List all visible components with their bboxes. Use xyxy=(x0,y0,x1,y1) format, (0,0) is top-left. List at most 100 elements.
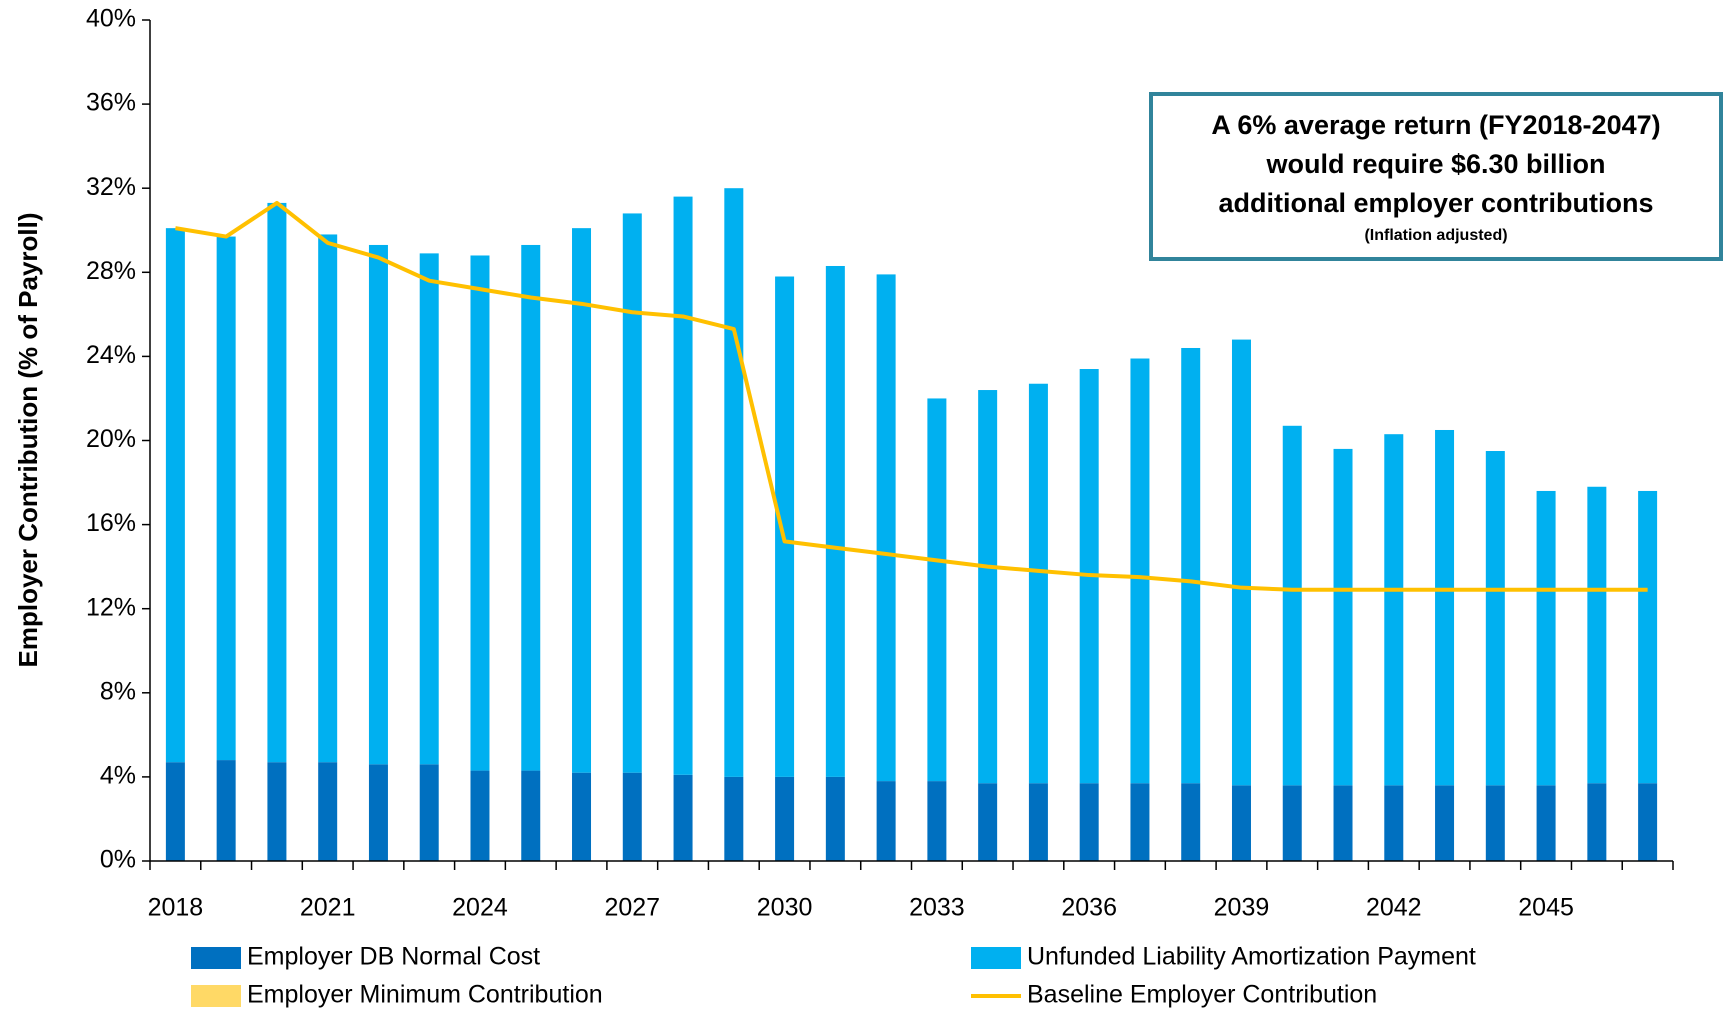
annotation-box xyxy=(1149,92,1723,261)
bar-segment xyxy=(1638,490,1658,784)
legend-item: Unfunded Liability Amortization Payment xyxy=(971,943,1476,971)
bar-segment xyxy=(1536,490,1556,786)
bar-segment xyxy=(1384,434,1404,786)
bar-segment xyxy=(1485,785,1505,861)
bar-segment xyxy=(825,265,845,777)
legend-swatch xyxy=(191,947,241,969)
y-tick-label: 12% xyxy=(86,593,136,621)
bar-segment xyxy=(1282,785,1302,861)
bar-segment xyxy=(521,244,541,771)
bar-segment xyxy=(1435,785,1455,861)
bar-segment xyxy=(1130,783,1150,861)
x-tick-label: 2042 xyxy=(1366,894,1422,922)
legend-label: Employer DB Normal Cost xyxy=(247,943,540,971)
bar-segment xyxy=(978,390,998,784)
legend-label: Unfunded Liability Amortization Payment xyxy=(1027,943,1476,971)
bar-segment xyxy=(673,196,693,775)
x-tick-label: 2030 xyxy=(757,894,813,922)
bar-segment xyxy=(825,776,845,861)
y-tick-label: 40% xyxy=(86,5,136,33)
bar-segment xyxy=(1231,339,1251,786)
bar-segment xyxy=(1079,783,1099,861)
y-tick-label: 16% xyxy=(86,509,136,537)
bar-segment xyxy=(1282,425,1302,786)
bar-segment xyxy=(419,253,439,765)
bar-segment xyxy=(470,255,490,771)
y-tick-label: 4% xyxy=(100,762,136,790)
annotation: A 6% average return (FY2018-2047) would … xyxy=(1149,92,1723,261)
y-tick-label: 8% xyxy=(100,677,136,705)
bar-segment xyxy=(1587,486,1607,784)
bar-segment xyxy=(1181,347,1201,784)
bar-segment xyxy=(470,770,490,861)
bar-segment xyxy=(216,760,236,861)
bar-segment xyxy=(1587,783,1607,861)
legend-swatch xyxy=(971,947,1021,969)
bar-segment xyxy=(724,188,744,777)
bar-segment xyxy=(978,783,998,861)
bar-segment xyxy=(927,398,947,782)
legend-label: Baseline Employer Contribution xyxy=(1027,981,1377,1009)
x-tick-label: 2039 xyxy=(1214,894,1270,922)
bar-segment xyxy=(1028,383,1048,784)
bar-segment xyxy=(1536,785,1556,861)
bar-segment xyxy=(876,781,896,861)
bar-segment xyxy=(521,770,541,861)
bars xyxy=(165,188,1658,861)
bar-segment xyxy=(1028,783,1048,861)
bar-segment xyxy=(368,244,388,765)
bar-segment xyxy=(876,274,896,782)
legend-item: Baseline Employer Contribution xyxy=(971,981,1377,1009)
bar-segment xyxy=(724,776,744,861)
x-tick-label: 2024 xyxy=(452,894,508,922)
x-tick-label: 2018 xyxy=(148,894,204,922)
bar-segment xyxy=(1333,448,1353,786)
y-tick-label: 20% xyxy=(86,425,136,453)
y-tick-label: 24% xyxy=(86,341,136,369)
bar-segment xyxy=(1485,451,1505,786)
bar-segment xyxy=(673,774,693,861)
bar-segment xyxy=(572,228,592,773)
bar-segment xyxy=(1181,783,1201,861)
bar-segment xyxy=(1333,785,1353,861)
legend-label: Employer Minimum Contribution xyxy=(247,981,603,1009)
bar-segment xyxy=(622,772,642,861)
annotation-line: additional employer contributions xyxy=(1218,188,1653,218)
bar-segment xyxy=(572,772,592,861)
bar-segment xyxy=(318,762,338,861)
bar-segment xyxy=(1231,785,1251,861)
x-tick-label: 2033 xyxy=(909,894,965,922)
bar-segment xyxy=(775,276,795,777)
y-tick-label: 28% xyxy=(86,257,136,285)
bar-segment xyxy=(1435,429,1455,786)
bar-segment xyxy=(368,764,388,861)
x-tick-label: 2021 xyxy=(300,894,356,922)
x-tick-label: 2036 xyxy=(1061,894,1117,922)
bar-segment xyxy=(1130,358,1150,784)
legend-swatch xyxy=(191,985,241,1007)
bar-segment xyxy=(775,776,795,861)
y-tick-label: 32% xyxy=(86,173,136,201)
x-tick-label: 2027 xyxy=(604,894,660,922)
annotation-note: (Inflation adjusted) xyxy=(1364,227,1507,244)
bar-segment xyxy=(419,764,439,861)
bar-segment xyxy=(318,234,338,763)
y-axis-title: Employer Contribution (% of Payroll) xyxy=(13,212,43,667)
bar-segment xyxy=(165,762,185,861)
bar-segment xyxy=(267,762,287,861)
annotation-line: A 6% average return (FY2018-2047) xyxy=(1211,110,1660,140)
bar-segment xyxy=(622,213,642,773)
bar-segment xyxy=(1384,785,1404,861)
bar-segment xyxy=(165,228,185,763)
legend-item: Employer Minimum Contribution xyxy=(191,981,603,1009)
x-tick-label: 2045 xyxy=(1518,894,1574,922)
bar-segment xyxy=(1638,783,1658,861)
bar-segment xyxy=(267,202,287,763)
y-tick-label: 0% xyxy=(100,846,136,874)
y-tick-label: 36% xyxy=(86,89,136,117)
bar-segment xyxy=(216,236,236,761)
legend-item: Employer DB Normal Cost xyxy=(191,943,540,971)
annotation-line: would require $6.30 billion xyxy=(1265,149,1605,179)
bar-segment xyxy=(927,781,947,861)
